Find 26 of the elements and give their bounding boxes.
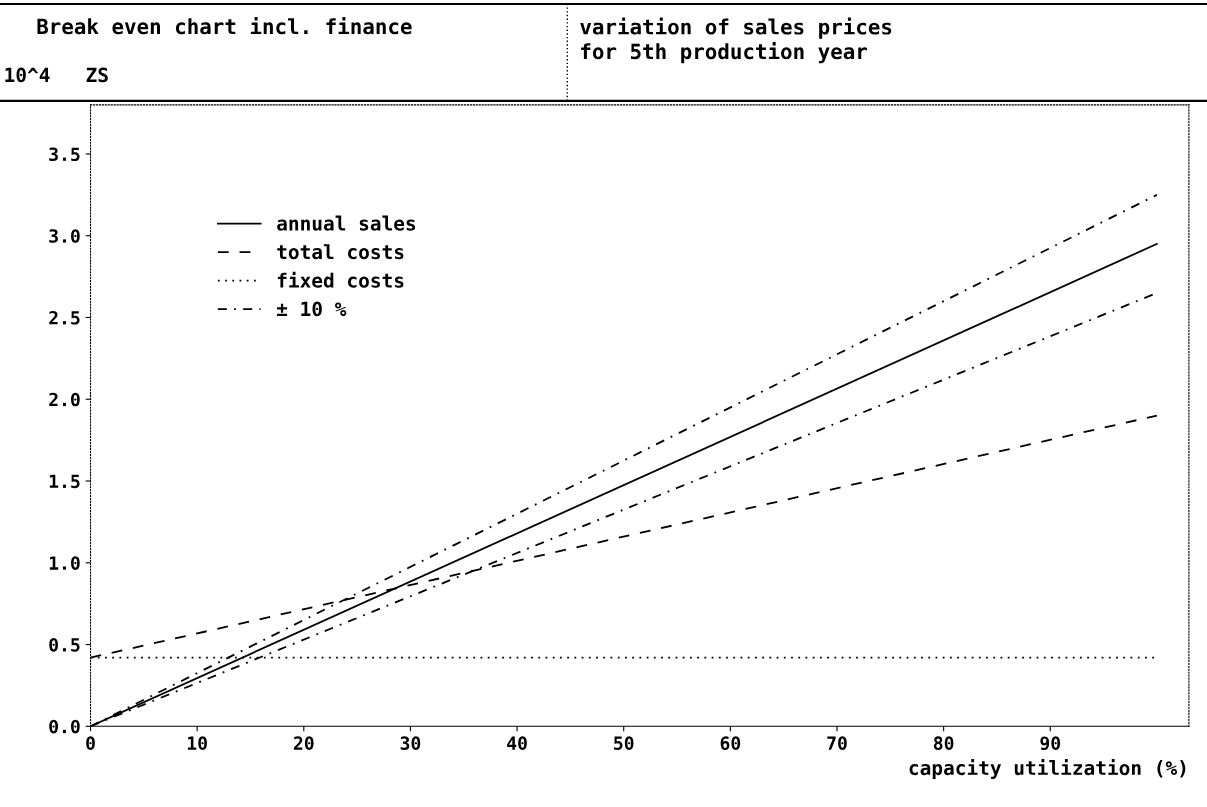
legend-label: total costs	[277, 244, 404, 260]
y-tick-label: 3.0	[49, 229, 80, 243]
y-tick-label: 0.5	[49, 638, 80, 652]
x-tick-label: 70	[827, 736, 847, 750]
y-tick-label: 1.0	[49, 556, 80, 570]
y-axis-title: 10^4 ZS	[5, 67, 108, 83]
chart-title: Break even chart incl. finance	[37, 17, 412, 35]
x-tick-label: 40	[507, 736, 527, 750]
x-tick-label: 80	[933, 736, 954, 750]
legend-label: ± 10 %	[277, 301, 347, 317]
y-tick-label: 2.5	[49, 310, 80, 325]
y-tick-label: 3.5	[49, 147, 80, 162]
x-tick-label: 10	[187, 736, 207, 750]
y-tick-label: 1.5	[49, 474, 80, 489]
chart-subtitle: variation of sales prices for 5th production year	[580, 17, 892, 64]
x-tick-label: 20	[293, 736, 314, 750]
legend-label: fixed costs	[277, 271, 404, 288]
y-tick-label: 2.0	[49, 392, 80, 407]
x-tick-label: 30	[400, 736, 421, 750]
x-tick-label: 60	[720, 736, 741, 751]
legend-label: annual sales	[277, 215, 416, 231]
y-tick-label: 0.0	[49, 719, 80, 734]
x-axis-title: capacity utilization (%)	[909, 759, 1186, 779]
x-tick-label: 50	[614, 736, 634, 750]
x-tick-label: 90	[1040, 736, 1061, 751]
x-tick-label: 0	[86, 736, 95, 750]
